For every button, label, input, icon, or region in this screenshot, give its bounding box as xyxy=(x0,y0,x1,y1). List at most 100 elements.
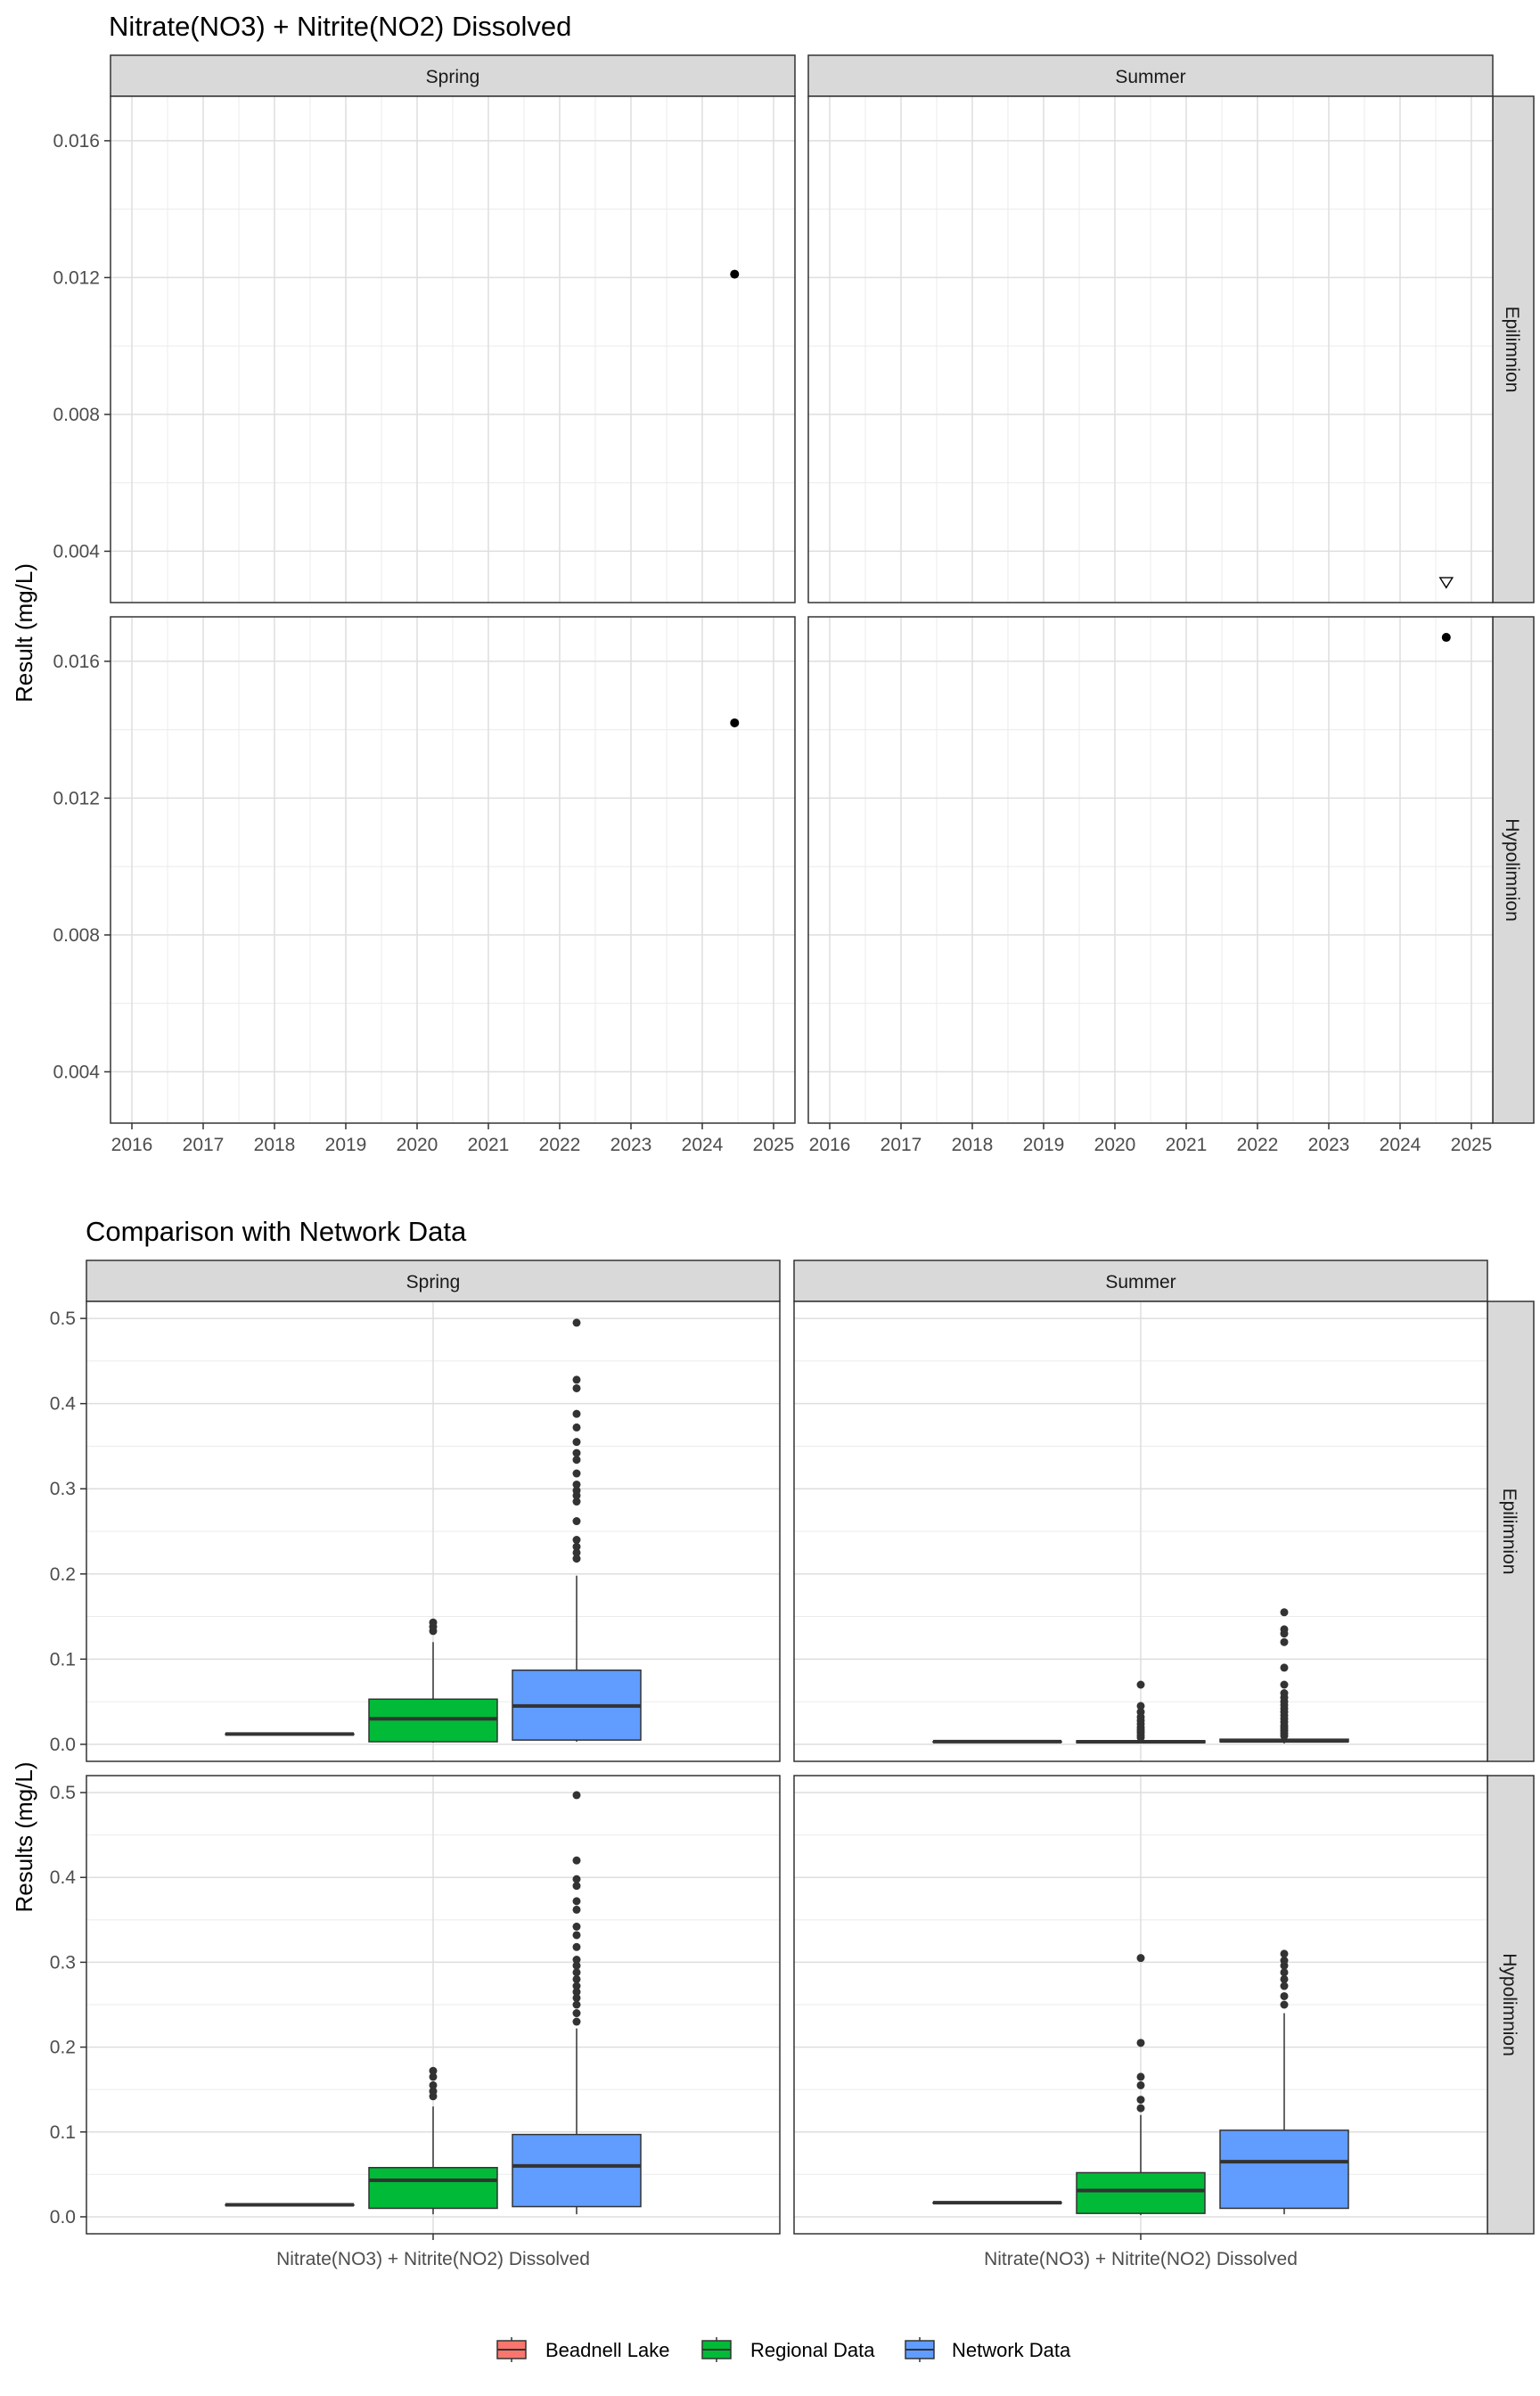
box-regional-data xyxy=(368,2066,498,2215)
data-point xyxy=(730,718,740,727)
y-tick-label: 0.5 xyxy=(50,1783,76,1803)
outlier-point xyxy=(1136,2080,1145,2089)
data-point-nondetect xyxy=(1438,577,1454,589)
outlier-point xyxy=(1280,1663,1289,1672)
chart2-ylabel: Results (mg/L) xyxy=(11,1761,37,1912)
chart2-column-strips: Spring Summer xyxy=(86,1260,1488,1302)
outlier-point xyxy=(572,1438,581,1447)
box-network-data xyxy=(512,1791,642,2215)
box-network-data xyxy=(512,1318,642,1743)
x-tick-label: 2017 xyxy=(881,1135,922,1155)
y-tick-label: 0.008 xyxy=(53,925,100,946)
outlier-point xyxy=(572,1942,581,1951)
y-tick-label: 0.016 xyxy=(53,131,100,152)
outlier-point xyxy=(572,1480,581,1489)
outlier-point xyxy=(572,2009,581,2018)
strip-epilimnion-label: Epilimnion xyxy=(1502,307,1522,393)
panel-border xyxy=(807,616,1494,1124)
chart2-panels: 0.0 0.1 0.2 0.3 0.4 0.5 0.0 0.1 0.2 0.3 0.4 0.5 xyxy=(50,1301,1488,2235)
outlier-point xyxy=(572,1922,581,1931)
outlier-point xyxy=(572,1555,581,1563)
outlier-point xyxy=(572,1318,581,1327)
y-tick-label: 0.5 xyxy=(50,1309,76,1329)
outlier-point xyxy=(572,1974,581,1983)
outlier-point xyxy=(572,1856,581,1865)
outlier-point xyxy=(1136,1954,1145,1963)
outlier-point xyxy=(1136,2039,1145,2047)
chart2-row-strips: Epilimnion Hypolimnion xyxy=(1487,1301,1535,2235)
y-tick-label: 0.004 xyxy=(53,541,100,562)
x-tick-label: 2019 xyxy=(1023,1135,1065,1155)
outlier-point xyxy=(572,1469,581,1478)
box-regional-data xyxy=(1076,1954,1206,2216)
strip-summer-label: Summer xyxy=(1115,67,1185,87)
outlier-point xyxy=(572,1536,581,1545)
legend-item-network-data: Network Data xyxy=(905,2337,1071,2362)
legend: Beadnell Lake Regional Data Network Data xyxy=(496,2337,1071,2362)
x-tick-label: 2023 xyxy=(610,1135,652,1155)
chart1-row-strips: Epilimnion Hypolimnion xyxy=(1492,95,1535,1124)
y-tick-label: 0.012 xyxy=(53,267,100,288)
y-tick-label: 0.1 xyxy=(50,2122,76,2143)
outlier-point xyxy=(1280,2000,1289,2009)
x-tick-label: 2020 xyxy=(1094,1135,1136,1155)
x-tick-label: 2024 xyxy=(1380,1135,1421,1155)
outlier-point xyxy=(572,1375,581,1384)
strip-hypolimnion-label: Hypolimnion xyxy=(1499,1953,1520,2056)
outlier-point xyxy=(572,1448,581,1457)
y-tick-label: 0.0 xyxy=(50,1735,76,1755)
strip-spring-label: Spring xyxy=(426,67,480,87)
box-iqr xyxy=(512,2133,642,2208)
x-tick-label-spring: Nitrate(NO3) + Nitrite(NO2) Dissolved xyxy=(276,2249,590,2269)
outlier-point xyxy=(572,2000,581,2009)
outlier-point xyxy=(572,1383,581,1392)
y-tick-label: 0.016 xyxy=(53,652,100,672)
y-tick-label: 0.4 xyxy=(50,1867,77,1888)
x-tick-label: 2016 xyxy=(809,1135,851,1155)
panel-border xyxy=(807,95,1494,603)
y-tick-label: 0.012 xyxy=(53,788,100,808)
chart1-ylabel: Result (mg/L) xyxy=(11,563,37,702)
x-tick-label: 2017 xyxy=(183,1135,225,1155)
x-tick-label: 2016 xyxy=(111,1135,153,1155)
chart1-panels: 0.004 0.008 0.012 0.016 0.004 0.008 0.012 0.016… xyxy=(53,95,1494,1155)
y-tick-label: 0.2 xyxy=(50,1564,76,1585)
outlier-point xyxy=(572,1931,581,1940)
x-tick-label: 2025 xyxy=(753,1135,795,1155)
outlier-point xyxy=(572,1423,581,1432)
outlier-point xyxy=(572,1517,581,1526)
panel-summer-hypolimnion: 2016 2017 2018 2019 2020 2021 2022 2023 2024 2025 xyxy=(807,616,1494,1155)
outlier-point xyxy=(572,1498,581,1506)
box-beadnell-lake xyxy=(225,2203,355,2207)
box-beadnell-lake xyxy=(225,1732,355,1736)
strip-spring-bg xyxy=(110,54,796,97)
outlier-point xyxy=(572,1961,581,1970)
y-tick-label: 0.3 xyxy=(50,1952,76,1973)
panel-border xyxy=(86,1301,781,1762)
outlier-point xyxy=(572,1882,581,1891)
x-tick-label: 2022 xyxy=(539,1135,581,1155)
panel-border xyxy=(110,616,796,1124)
outlier-point xyxy=(572,1791,581,1800)
box-network-data xyxy=(1219,1949,1349,2215)
data-point xyxy=(730,269,740,279)
legend-label-beadnell-lake: Beadnell Lake xyxy=(545,2339,669,2361)
outlier-point xyxy=(572,1548,581,1557)
panel-summer-hypolimnion xyxy=(793,1775,1488,2235)
outlier-point xyxy=(572,1993,581,2002)
outlier-point xyxy=(1280,1608,1289,1617)
x-tick-label: 2020 xyxy=(397,1135,438,1155)
chart1-title: Nitrate(NO3) + Nitrite(NO2) Dissolved xyxy=(109,11,571,42)
outlier-point xyxy=(572,1956,581,1965)
panel-summer-epilimnion xyxy=(793,1301,1488,1762)
x-tick-label: 2021 xyxy=(468,1135,510,1155)
outlier-point xyxy=(1280,1949,1289,1958)
outlier-point xyxy=(572,1409,581,1418)
legend-label-network-data: Network Data xyxy=(952,2339,1071,2361)
strip-hypolimnion-bg xyxy=(1492,616,1535,1124)
outlier-point xyxy=(1280,1680,1289,1689)
box-regional-data xyxy=(1076,1680,1206,1744)
outlier-point xyxy=(429,2087,438,2096)
box-beadnell-lake xyxy=(932,1739,1062,1744)
